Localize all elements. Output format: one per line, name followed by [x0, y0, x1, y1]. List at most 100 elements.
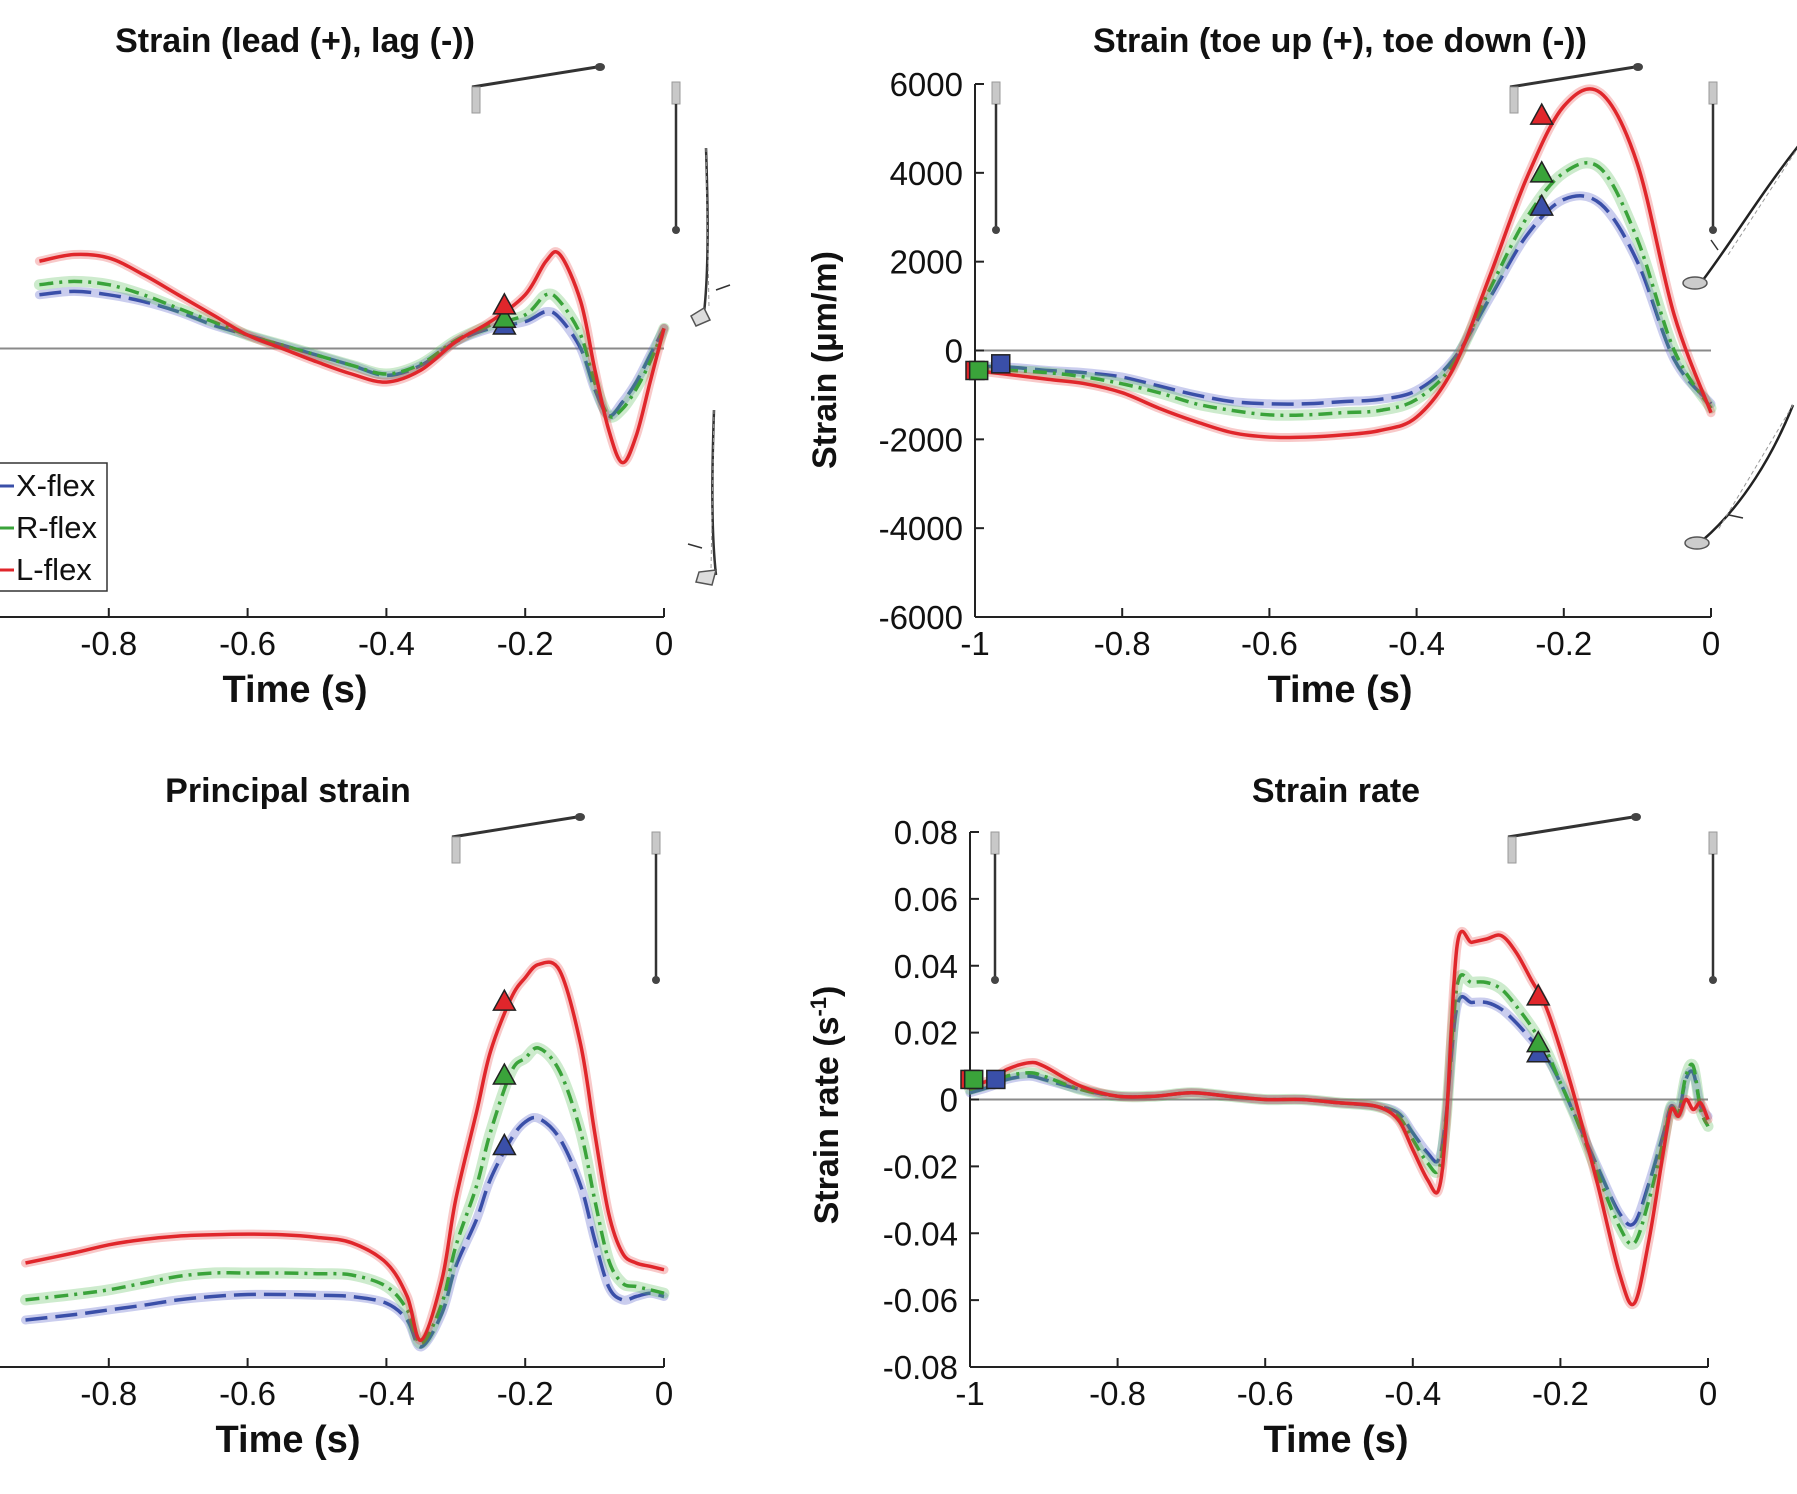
y-tick-label: -0.06 [883, 1282, 958, 1319]
y-axis-label: Strain (µm/m) [806, 251, 844, 469]
x-tick-label: 0 [1702, 625, 1720, 662]
series-band-l-flex [34, 247, 669, 468]
legend-label: L-flex [16, 552, 92, 587]
x-tick-label: -0.8 [1094, 625, 1151, 662]
panel-strain-rate: Strain rate Time (s) Strain rate (s-1) -… [806, 772, 1717, 1461]
y-tick-label: -0.08 [883, 1349, 958, 1386]
start-marker-x-flex [986, 1069, 1006, 1090]
series-band-l-flex [965, 926, 1713, 1310]
series-line-r-flex [25, 1046, 665, 1346]
club-vertical-icon [990, 831, 1000, 984]
y-tick-label: -0.04 [883, 1215, 958, 1252]
x-tick-label: 0 [1699, 1375, 1717, 1412]
x-tick-label: 0 [655, 1375, 673, 1412]
y-tick-label: 4000 [890, 155, 963, 192]
y-tick-label: 0.02 [894, 1015, 958, 1052]
series-band-r-flex [964, 969, 1714, 1250]
y-tick-label: -0.02 [883, 1148, 958, 1185]
x-tick-label: -0.6 [1241, 625, 1298, 662]
x-tick-label: -0.4 [1388, 625, 1445, 662]
club-top-icon [1509, 63, 1643, 114]
panel-lead-lag: Strain (lead (+), lag (-)) Time (s) -0.8… [0, 22, 673, 711]
x-tick-label: -0.6 [1237, 1375, 1294, 1412]
panel-toe-up-down: Strain (toe up (+), toe down (-)) Time (… [806, 22, 1720, 711]
series-line-x-flex [974, 194, 1713, 406]
peak-marker-l-flex [492, 988, 517, 1011]
club-vertical-icon [991, 81, 1001, 234]
panel-principal-strain: Principal strain Time (s) -0.8 -0.6 -0.4 -0… [0, 772, 673, 1461]
peak-marker-r-flex [1525, 1030, 1551, 1053]
club-vertical-icon [671, 81, 681, 234]
club-vertical-icon [1708, 81, 1718, 234]
series-line-x-flex [25, 1115, 665, 1349]
series-line-r-flex [974, 161, 1713, 418]
y-axis-label: Strain rate (s-1) [806, 986, 846, 1225]
peak-marker-r-flex [492, 1062, 517, 1085]
y-tick-label: 0 [945, 333, 963, 370]
series-line-l-flex [974, 87, 1713, 440]
start-marker-r-flex [968, 360, 989, 381]
y-tick-label: 0 [940, 1082, 958, 1119]
club-bend-right-icon [690, 147, 731, 327]
peak-marker-x-flex [1529, 193, 1554, 216]
y-tick-label: -2000 [879, 421, 963, 458]
club-top-icon [1507, 813, 1641, 864]
x-tick-label: -0.2 [1535, 625, 1592, 662]
y-tick-label: 0.06 [894, 881, 958, 918]
series-line-x-flex [39, 289, 666, 418]
series-line-r-flex [969, 973, 1710, 1247]
x-tick-label: -0.4 [1384, 1375, 1441, 1412]
x-tick-label: -1 [960, 625, 989, 662]
panel-title: Strain (toe up (+), toe down (-)) [1093, 22, 1587, 60]
series-line-l-flex [25, 960, 665, 1342]
start-marker-x-flex [991, 354, 1011, 374]
x-tick-label: -0.6 [219, 1375, 276, 1412]
club-top-icon [471, 63, 605, 114]
x-axis-label: Time (s) [1263, 1419, 1408, 1461]
club-vertical-icon [651, 831, 661, 984]
panel-title: Strain (lead (+), lag (-)) [115, 22, 475, 60]
peak-marker-r-flex [492, 305, 517, 329]
club-swing-down-icon [1684, 404, 1795, 550]
x-tick-label: -0.8 [80, 1375, 137, 1412]
club-vertical-icon [1708, 831, 1718, 984]
peak-marker-l-flex [492, 292, 517, 315]
x-tick-label: -0.6 [219, 625, 276, 662]
x-tick-label: -0.8 [80, 625, 137, 662]
club-swing-up-icon [1682, 145, 1797, 290]
x-axis-label: Time (s) [215, 1419, 360, 1461]
club-illustrations [451, 63, 1797, 984]
club-bend-left-icon [687, 409, 718, 586]
x-axis-label: Time (s) [222, 669, 367, 711]
panel-title: Principal strain [165, 772, 411, 810]
panel-title: Strain rate [1252, 772, 1420, 810]
y-tick-label: 0.04 [894, 948, 958, 985]
start-marker-r-flex [963, 1069, 984, 1090]
x-tick-label: 0 [655, 625, 673, 662]
peak-marker-r-flex [1529, 160, 1554, 183]
x-axis-label: Time (s) [1267, 669, 1412, 711]
y-tick-label: 2000 [890, 244, 963, 281]
legend-label: R-flex [16, 510, 97, 545]
x-tick-label: -0.4 [358, 625, 415, 662]
legend-box [0, 462, 108, 592]
x-tick-label: -0.4 [358, 1375, 415, 1412]
legend-label: X-flex [16, 468, 96, 503]
legend: X-flex R-flex L-flex [0, 462, 108, 592]
x-tick-label: -1 [955, 1375, 984, 1412]
x-tick-label: -0.2 [1532, 1375, 1589, 1412]
y-tick-label: -4000 [879, 510, 963, 547]
club-top-icon [451, 813, 585, 864]
series-line-r-flex [39, 279, 666, 419]
peak-marker-x-flex [492, 1132, 517, 1156]
peak-marker-l-flex [1525, 983, 1551, 1006]
y-tick-label: 0.08 [894, 814, 958, 851]
x-tick-label: -0.8 [1089, 1375, 1146, 1412]
y-tick-label: -6000 [879, 599, 963, 636]
x-tick-label: -0.2 [497, 1375, 554, 1412]
series-line-l-flex [39, 250, 666, 465]
y-tick-label: 6000 [890, 66, 963, 103]
series-line-l-flex [969, 929, 1710, 1307]
peak-marker-l-flex [1529, 102, 1554, 125]
